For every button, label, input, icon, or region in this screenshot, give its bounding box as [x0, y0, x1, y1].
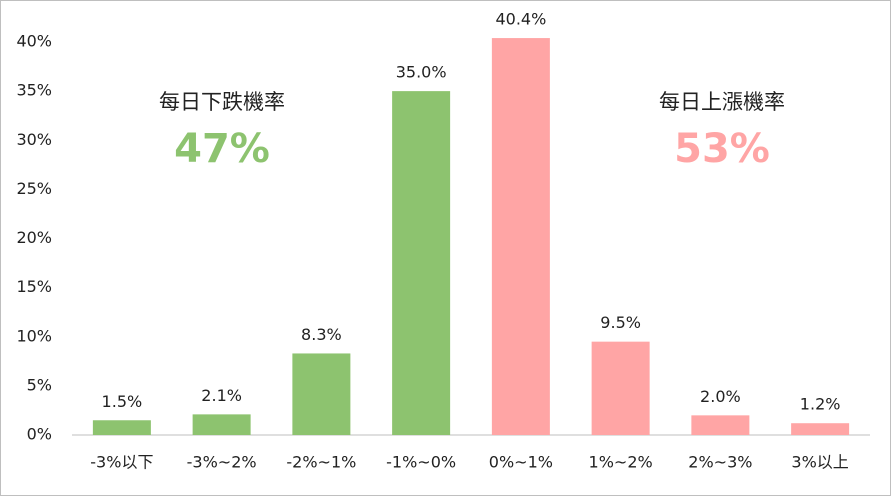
annotation-title: 每日下跌機率 [159, 90, 285, 114]
value-label: 8.3% [301, 325, 342, 344]
y-tick-label: 35% [16, 81, 52, 100]
y-tick-label: 20% [16, 228, 52, 247]
x-tick-label: -3%~2% [187, 453, 257, 472]
value-label: 2.0% [700, 387, 741, 406]
value-label: 35.0% [396, 63, 447, 82]
bar [591, 341, 650, 435]
x-tick-label: -2%~1% [286, 453, 356, 472]
x-tick-label: -3%以下 [90, 453, 153, 472]
x-tick-label: 0%~1% [489, 453, 553, 472]
y-tick-label: 0% [27, 425, 52, 444]
value-label: 1.5% [102, 392, 143, 411]
x-tick-label: 3%以上 [791, 453, 848, 472]
annotation-title: 每日上漲機率 [659, 90, 785, 114]
y-tick-label: 15% [16, 277, 52, 296]
x-tick-label: 2%~3% [688, 453, 752, 472]
bar [791, 423, 850, 435]
x-tick-label: -1%~0% [386, 453, 456, 472]
y-tick-label: 25% [16, 179, 52, 198]
value-label: 2.1% [201, 386, 242, 405]
y-tick-label: 30% [16, 130, 52, 149]
bar [691, 415, 750, 435]
annotation-value: 53% [674, 126, 770, 172]
annotation-value: 47% [174, 126, 270, 172]
bar [292, 353, 351, 435]
y-tick-label: 10% [16, 326, 52, 345]
value-label: 9.5% [600, 313, 641, 332]
bar [192, 414, 251, 435]
value-label: 1.2% [800, 395, 841, 414]
bar [491, 38, 550, 435]
x-tick-label: 1%~2% [589, 453, 653, 472]
bar [392, 91, 451, 435]
bar [92, 420, 151, 435]
value-label: 40.4% [495, 10, 546, 29]
y-tick-label: 40% [16, 32, 52, 51]
y-tick-label: 5% [27, 375, 52, 394]
